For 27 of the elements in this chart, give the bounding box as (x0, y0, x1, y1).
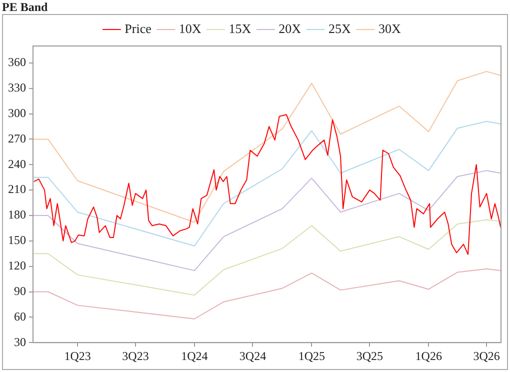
legend-label: 25X (328, 20, 352, 36)
x-tick-label: 1Q25 (298, 348, 326, 363)
x-tick-label: 1Q24 (181, 348, 208, 363)
y-tick-label: 330 (8, 80, 26, 95)
x-tick-label: 3Q23 (122, 348, 149, 363)
y-tick-label: 240 (8, 156, 26, 171)
y-tick-label: 60 (14, 309, 26, 324)
x-tick-label: 1Q23 (64, 348, 91, 363)
y-tick-label: 30 (14, 334, 26, 349)
legend-label: 10X (178, 20, 202, 36)
y-tick-label: 120 (8, 258, 26, 272)
x-tick-label: 1Q26 (415, 348, 442, 363)
y-tick-label: 360 (8, 55, 26, 70)
x-tick-label: 3Q24 (239, 348, 266, 363)
y-tick-label: 210 (8, 182, 26, 196)
y-tick-label: 270 (8, 131, 26, 146)
y-tick-label: 300 (8, 106, 26, 120)
legend-label: Price (124, 20, 152, 36)
x-tick-label: 3Q26 (473, 348, 500, 363)
y-tick-label: 150 (8, 233, 26, 248)
y-tick-label: 180 (8, 208, 26, 222)
legend-label: 15X (228, 20, 252, 36)
legend-label: 20X (278, 20, 302, 36)
chart-title: PE Band (2, 0, 48, 15)
x-tick-label: 3Q25 (356, 348, 383, 363)
legend-label: 30X (378, 20, 402, 36)
y-tick-label: 90 (14, 284, 26, 298)
